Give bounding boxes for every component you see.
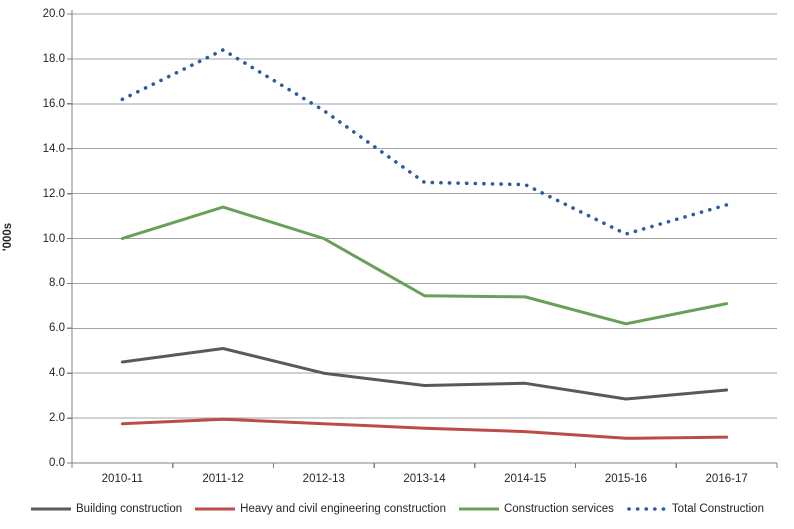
x-tick-label: 2012-13	[302, 473, 345, 485]
y-tick-label: 6.0	[49, 322, 65, 335]
dotted-line-swatch-icon	[627, 507, 667, 511]
x-tick-label: 2014-15	[504, 473, 547, 485]
y-tick-label: 12.0	[42, 187, 65, 200]
y-tick-label: 14.0	[42, 142, 65, 155]
y-tick-label: 16.0	[42, 97, 65, 110]
series-line-total-construction	[120, 48, 729, 236]
y-tick-label: 4.0	[49, 367, 65, 380]
legend-item-total-construction: Total Construction	[626, 503, 764, 515]
y-tick-label: 2.0	[49, 412, 65, 425]
y-tick-label: 0.0	[49, 457, 65, 469]
legend-item-heavy-and-civil-engineering-construction: Heavy and civil engineering construction	[194, 503, 446, 515]
chart-legend: Building construction Heavy and civil eng…	[0, 500, 794, 518]
y-tick-label: 18.0	[42, 52, 65, 65]
x-tick-label: 2010-11	[101, 473, 144, 485]
y-tick-label: 20.0	[42, 8, 65, 20]
y-tick-label: 8.0	[49, 277, 65, 290]
line-swatch-icon	[458, 507, 499, 511]
x-tick-label: 2016-17	[705, 473, 748, 485]
x-tick-label: 2011-12	[202, 473, 244, 485]
series-line-heavy-and-civil-engineering-construction	[120, 417, 729, 440]
x-tick-label: 2013-14	[403, 473, 446, 485]
legend-item-construction-services: Construction services	[458, 503, 614, 515]
x-tick-label: 2015-16	[604, 473, 648, 485]
legend-label: Construction services	[503, 503, 614, 515]
legend-label: Heavy and civil engineering construction	[240, 503, 446, 515]
legend-label: Total Construction	[671, 503, 764, 515]
line-swatch-icon	[31, 507, 72, 511]
legend-item-building-construction: Building construction	[30, 503, 182, 515]
series-line-building-construction	[120, 347, 729, 401]
y-tick-label: 10.0	[42, 232, 65, 245]
legend-label: Building construction	[76, 503, 183, 515]
line-swatch-icon	[195, 507, 236, 511]
series-line-construction-services	[120, 205, 729, 326]
y-axis-title: '000s	[2, 222, 14, 252]
